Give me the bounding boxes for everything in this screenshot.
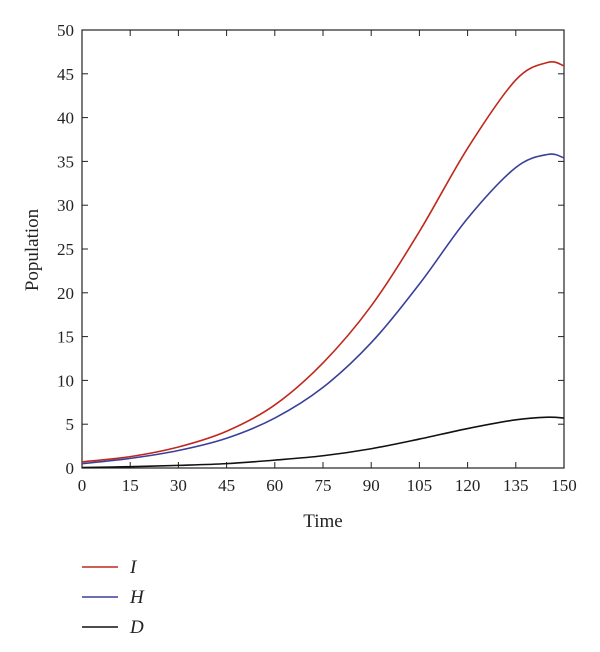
x-axis: 0 15 30 45 60 75 90 105 120 135 150	[78, 30, 577, 495]
y-tick-label: 0	[66, 459, 75, 478]
y-tick-label: 30	[57, 196, 74, 215]
series-group	[81, 61, 565, 469]
y-axis-title: Population	[22, 208, 43, 291]
y-axis: 0 5 10 15 20 25 30 35 40 45 50	[57, 21, 564, 478]
x-tick-label: 90	[363, 476, 380, 495]
y-tick-label: 35	[57, 152, 74, 171]
legend: IHD	[82, 557, 145, 638]
x-tick-label: 15	[122, 476, 139, 495]
legend-label-I: I	[129, 557, 138, 578]
y-tick-label: 25	[57, 240, 74, 259]
y-tick-label: 20	[57, 284, 74, 303]
series-line-H	[81, 153, 565, 465]
x-tick-label: 75	[315, 476, 332, 495]
legend-label-D: D	[129, 617, 144, 638]
x-axis-title: Time	[303, 511, 342, 532]
series-line-D	[81, 416, 565, 469]
y-tick-label: 15	[57, 328, 74, 347]
y-tick-label: 45	[57, 65, 74, 84]
x-tick-label: 105	[407, 476, 433, 495]
plot-frame	[81, 29, 565, 469]
y-tick-label: 40	[57, 109, 74, 128]
plot-area	[81, 29, 565, 469]
y-tick-label: 50	[57, 21, 74, 40]
x-tick-label: 45	[218, 476, 235, 495]
x-tick-label: 150	[551, 476, 577, 495]
x-tick-label: 30	[170, 476, 187, 495]
series-line-I	[81, 61, 565, 463]
y-tick-label: 10	[57, 371, 74, 390]
x-tick-label: 0	[78, 476, 87, 495]
x-tick-label: 135	[503, 476, 529, 495]
x-tick-label: 120	[455, 476, 481, 495]
y-tick-label: 5	[66, 415, 75, 434]
legend-label-H: H	[129, 587, 145, 608]
x-tick-label: 60	[266, 476, 283, 495]
